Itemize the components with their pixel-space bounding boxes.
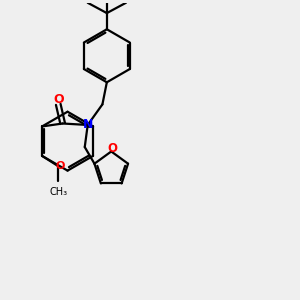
Text: CH₃: CH₃ — [49, 188, 67, 197]
Text: O: O — [53, 93, 64, 106]
Text: O: O — [108, 142, 118, 155]
Text: O: O — [55, 161, 64, 171]
Text: N: N — [82, 118, 93, 131]
